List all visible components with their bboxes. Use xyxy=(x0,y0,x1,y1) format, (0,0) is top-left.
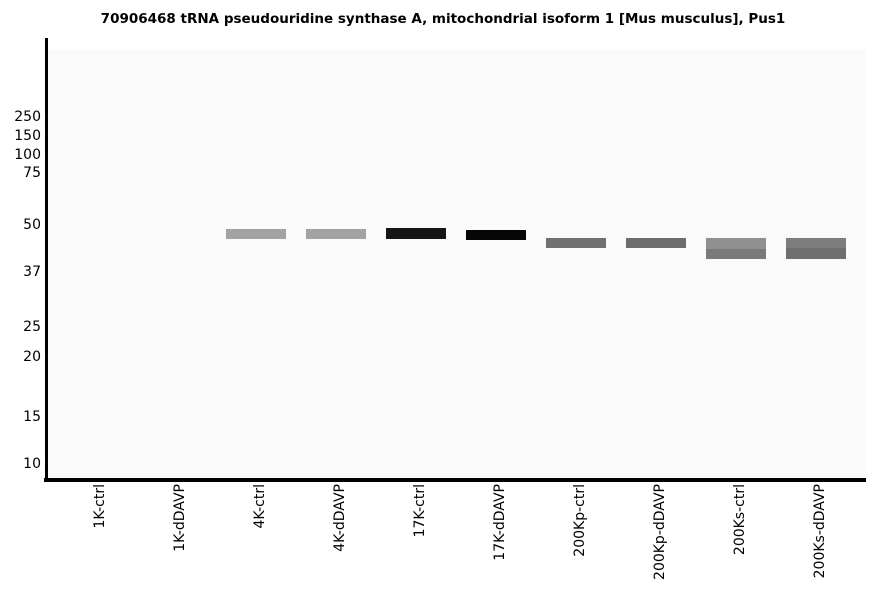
blot-band xyxy=(786,248,846,259)
lane-label: 200Kp-dDAVP xyxy=(652,484,668,580)
blot-band xyxy=(706,238,766,249)
blot-band xyxy=(706,249,766,259)
blot-band xyxy=(466,230,526,240)
lane-label: 200Kp-ctrl xyxy=(572,484,588,557)
plot-area xyxy=(48,49,866,478)
y-tick-label: 25 xyxy=(23,319,41,335)
y-tick-label: 15 xyxy=(23,409,41,425)
y-tick-label: 100 xyxy=(14,147,41,163)
blot-band xyxy=(626,238,686,248)
lane-label: 17K-ctrl xyxy=(412,484,428,538)
lane-label: 200Ks-dDAVP xyxy=(812,484,828,579)
blot-band xyxy=(226,229,286,239)
blot-band xyxy=(786,238,846,248)
lane-label: 1K-ctrl xyxy=(92,484,108,529)
lane-label: 200Ks-ctrl xyxy=(732,484,748,556)
lane-label: 4K-dDAVP xyxy=(332,484,348,552)
y-tick-label: 10 xyxy=(23,456,41,472)
blot-band xyxy=(386,228,446,239)
lane-label: 4K-ctrl xyxy=(252,484,268,529)
y-tick-label: 37 xyxy=(23,264,41,280)
y-tick-label: 50 xyxy=(23,217,41,233)
blot-band xyxy=(306,229,366,239)
lane-label: 1K-dDAVP xyxy=(172,484,188,552)
x-axis-line xyxy=(44,478,866,482)
y-axis-line xyxy=(45,38,48,482)
y-tick-label: 75 xyxy=(23,165,41,181)
blot-band xyxy=(546,238,606,248)
y-tick-label: 250 xyxy=(14,109,41,125)
y-tick-label: 150 xyxy=(14,128,41,144)
lane-label: 17K-dDAVP xyxy=(492,484,508,561)
y-tick-label: 20 xyxy=(23,349,41,365)
chart-title: 70906468 tRNA pseudouridine synthase A, … xyxy=(100,11,786,27)
